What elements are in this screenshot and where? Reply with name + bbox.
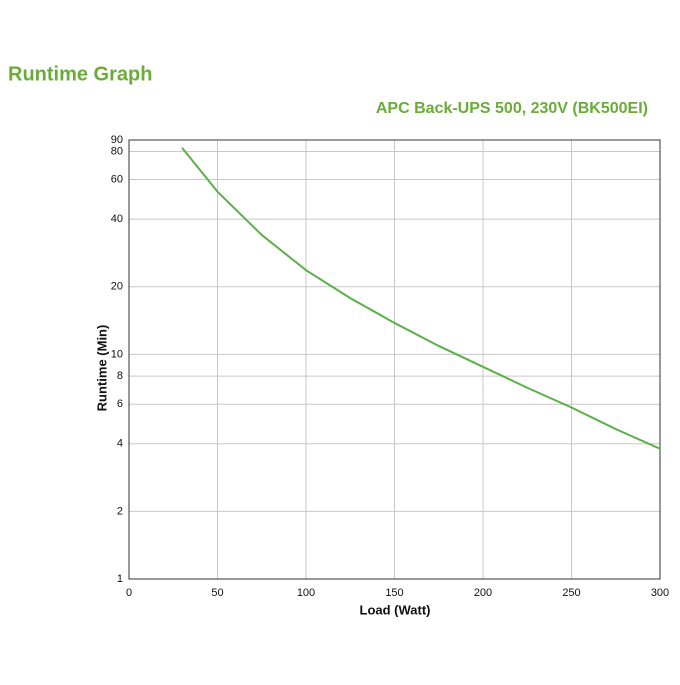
x-tick-label: 200 <box>474 587 492 599</box>
y-tick-label: 80 <box>111 145 123 157</box>
x-tick-label: 50 <box>211 587 223 599</box>
y-axis-label: Runtime (Min) <box>94 325 109 412</box>
y-tick-label: 6 <box>117 398 123 410</box>
chart-title: APC Back-UPS 500, 230V (BK500EI) <box>376 100 648 117</box>
x-tick-label: 300 <box>651 587 669 599</box>
y-tick-label: 20 <box>111 281 123 293</box>
y-tick-label: 8 <box>117 370 123 382</box>
plot-frame <box>128 139 661 580</box>
y-tick-label: 4 <box>117 438 123 450</box>
y-tick-label: 10 <box>111 348 123 360</box>
x-tick-label: 0 <box>126 587 132 599</box>
y-tick-label: 2 <box>117 505 123 517</box>
x-axis-label: Load (Watt) <box>360 602 431 617</box>
y-tick-label: 1 <box>117 573 123 585</box>
runtime-line <box>181 147 661 450</box>
page-title: Runtime Graph <box>8 63 152 85</box>
y-tick-label: 40 <box>111 213 123 225</box>
y-tick-label: 90 <box>111 134 123 146</box>
y-tick-label: 60 <box>111 173 123 185</box>
x-tick-label: 100 <box>297 587 315 599</box>
x-tick-label: 150 <box>385 587 403 599</box>
x-tick-label: 250 <box>562 587 580 599</box>
